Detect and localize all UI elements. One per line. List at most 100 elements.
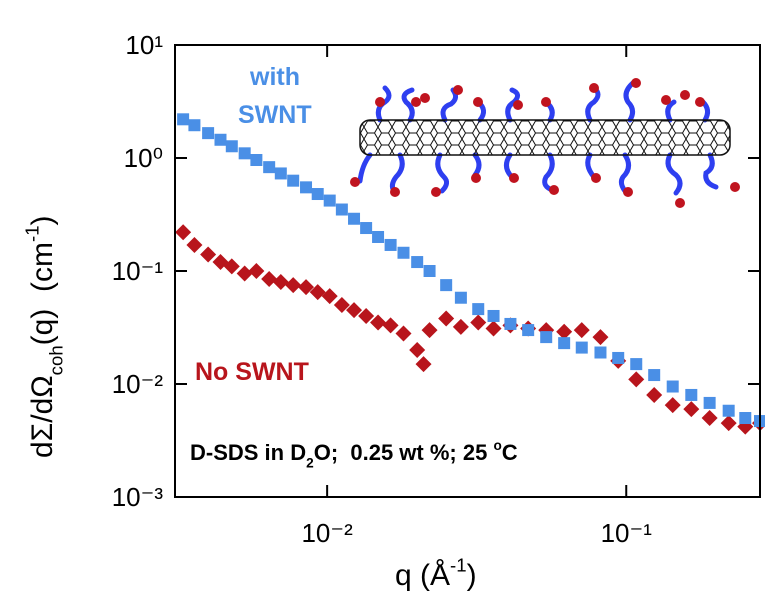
y-tick-label: 10⁻² bbox=[112, 369, 164, 399]
data-point bbox=[248, 263, 265, 279]
series-label: No SWNT bbox=[195, 358, 309, 386]
data-point bbox=[274, 167, 287, 180]
annotation: D-SDS in D2O; 0.25 wt %; 25 oC bbox=[190, 438, 518, 471]
data-point bbox=[335, 203, 348, 216]
data-point bbox=[186, 236, 203, 253]
data-point bbox=[261, 270, 278, 287]
data-point bbox=[487, 309, 500, 322]
data-point bbox=[395, 325, 412, 342]
x-axis-label: q (Å-1) bbox=[395, 555, 477, 593]
data-point bbox=[409, 341, 426, 358]
data-point bbox=[683, 401, 700, 418]
data-point bbox=[685, 388, 698, 401]
data-point bbox=[272, 273, 289, 290]
data-point bbox=[594, 346, 607, 359]
data-point bbox=[323, 194, 336, 207]
x-axis-label-part: ) bbox=[467, 559, 477, 592]
data-point bbox=[236, 265, 253, 282]
data-point bbox=[666, 380, 679, 393]
data-point bbox=[372, 230, 385, 243]
x-axis-label-part: -1 bbox=[450, 555, 467, 576]
data-point bbox=[722, 404, 735, 417]
data-point bbox=[575, 341, 588, 354]
data-point bbox=[470, 314, 487, 331]
data-point bbox=[287, 174, 300, 187]
series-label: with SWNT bbox=[238, 63, 312, 129]
y-axis-label-part: dΣ/dΩ bbox=[26, 375, 59, 458]
data-point bbox=[573, 322, 590, 339]
y-tick-label: 10¹ bbox=[125, 30, 163, 60]
data-point bbox=[370, 314, 387, 331]
x-axis-label-part: q (Å bbox=[395, 559, 450, 592]
plot-area bbox=[174, 44, 765, 498]
x-tick-label: 10⁻² bbox=[301, 518, 353, 548]
data-point bbox=[540, 331, 553, 344]
data-point bbox=[558, 337, 571, 350]
data-point bbox=[309, 284, 326, 301]
data-point bbox=[472, 303, 485, 316]
data-point bbox=[311, 188, 324, 201]
data-point bbox=[200, 246, 217, 263]
x-tick-label: 10⁻¹ bbox=[601, 518, 653, 548]
y-tick-label: 10⁻³ bbox=[112, 482, 164, 512]
data-point bbox=[411, 256, 424, 269]
data-point bbox=[703, 396, 716, 409]
data-point bbox=[223, 258, 240, 275]
data-point bbox=[238, 147, 251, 160]
data-point bbox=[250, 154, 263, 167]
data-point bbox=[739, 412, 752, 425]
y-tick-label: 10⁻¹ bbox=[112, 256, 164, 286]
annotation-part: o bbox=[493, 438, 501, 453]
data-point bbox=[485, 320, 502, 337]
data-point bbox=[720, 415, 737, 432]
annotation-part: O; 0.25 wt %; 25 bbox=[314, 440, 494, 465]
data-point bbox=[225, 140, 238, 153]
data-point bbox=[358, 307, 375, 324]
data-point bbox=[664, 397, 681, 414]
data-point bbox=[701, 410, 718, 427]
data-point bbox=[556, 323, 573, 340]
data-point bbox=[177, 113, 190, 126]
data-point bbox=[360, 222, 373, 235]
y-axis-label-part: ) bbox=[26, 215, 59, 225]
y-axis-label-part: (q) (cm bbox=[26, 242, 59, 345]
data-point bbox=[438, 310, 455, 327]
data-point bbox=[298, 279, 315, 296]
data-point bbox=[384, 238, 397, 251]
y-axis-label-part: -1 bbox=[22, 225, 43, 242]
data-point bbox=[300, 181, 313, 194]
data-point bbox=[175, 224, 192, 241]
data-point bbox=[285, 277, 302, 294]
data-point bbox=[397, 246, 410, 259]
y-axis-label: dΣ/dΩcoh(q) (cm-1) bbox=[22, 215, 67, 458]
data-point bbox=[263, 161, 276, 174]
data-point bbox=[202, 127, 215, 140]
y-axis-label-part: coh bbox=[46, 345, 67, 375]
nanotube-illustration bbox=[350, 78, 740, 208]
data-point bbox=[321, 288, 338, 305]
data-point bbox=[522, 324, 535, 337]
data-point bbox=[333, 297, 350, 314]
data-point bbox=[348, 212, 361, 225]
nanotube bbox=[359, 119, 731, 156]
annotation-part: C bbox=[502, 440, 518, 465]
data-point bbox=[382, 317, 399, 334]
data-point bbox=[188, 119, 201, 132]
data-point bbox=[504, 317, 517, 330]
y-tick-label: 10⁰ bbox=[124, 143, 163, 173]
data-point bbox=[415, 356, 432, 373]
surfactant-heads bbox=[350, 78, 740, 208]
data-point bbox=[646, 386, 663, 403]
data-point bbox=[346, 302, 363, 319]
data-point bbox=[423, 265, 436, 277]
data-point bbox=[592, 329, 609, 346]
data-point bbox=[630, 358, 643, 371]
data-point bbox=[454, 291, 467, 304]
data-point bbox=[440, 279, 453, 292]
data-point bbox=[421, 322, 438, 339]
annotation-part: D-SDS in D bbox=[190, 440, 306, 465]
data-point bbox=[648, 369, 661, 382]
data-point bbox=[628, 371, 645, 388]
